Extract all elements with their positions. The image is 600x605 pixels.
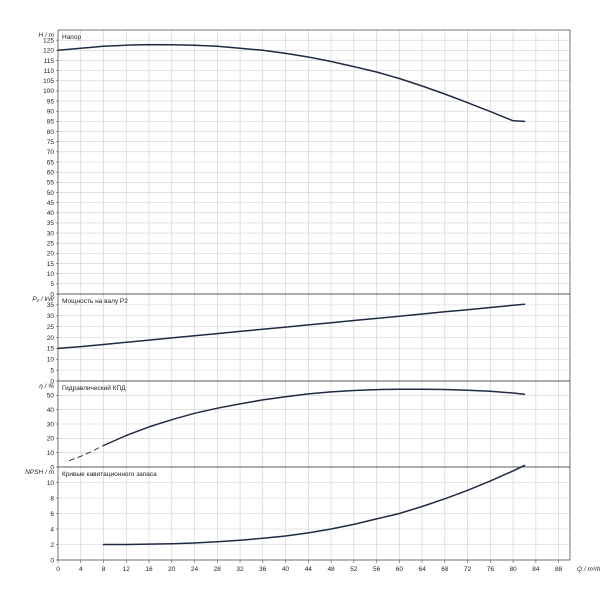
text-layer: 0510152025303540455055606570758085909510…: [25, 32, 600, 573]
y-tick-label: 35: [47, 220, 55, 227]
x-tick-label: 84: [532, 566, 540, 573]
series-line--: [102, 388, 526, 447]
y-axis-label: η / %: [39, 383, 54, 390]
y-tick-label: 100: [43, 88, 54, 95]
y-tick-label: 85: [47, 119, 55, 126]
y-tick-label: 4: [50, 526, 54, 533]
y-tick-label: 5: [50, 281, 54, 288]
y-tick-label: 0: [50, 378, 54, 385]
panel-title: Гидравлический КПД: [62, 384, 126, 392]
x-tick-label: 32: [236, 566, 244, 573]
y-tick-label: 80: [47, 129, 55, 136]
x-tick-label: 4: [79, 566, 83, 573]
x-tick-label: 28: [214, 566, 222, 573]
x-tick-label: 56: [373, 566, 381, 573]
x-tick-label: 24: [191, 566, 199, 573]
y-tick-label: 40: [47, 407, 55, 414]
y-tick-label: 10: [47, 357, 55, 364]
x-axis-label: Q / m³/h: [577, 566, 600, 573]
panel-title: Напор: [62, 34, 81, 41]
y-axis-label: H / m: [38, 32, 54, 39]
x-tick-label: 80: [509, 566, 517, 573]
y-tick-label: 20: [47, 436, 55, 443]
series-layer: [57, 43, 526, 546]
y-tick-label: 0: [50, 464, 54, 471]
y-tick-label: 5: [50, 367, 54, 374]
y-tick-label: 125: [43, 37, 54, 44]
y-tick-label: 0: [50, 291, 54, 298]
y-tick-label: 90: [47, 109, 55, 116]
x-tick-label: 20: [168, 566, 176, 573]
x-tick-label: 16: [145, 566, 153, 573]
x-tick-label: 36: [259, 566, 267, 573]
y-tick-label: 95: [47, 98, 55, 105]
y-tick-label: 120: [43, 48, 54, 55]
y-tick-label: 55: [47, 180, 55, 187]
y-tick-label: 10: [47, 480, 55, 487]
y-tick-label: 8: [50, 495, 54, 502]
series-line--: [57, 43, 526, 123]
y-tick-label: 60: [47, 169, 55, 176]
y-tick-label: 30: [47, 421, 55, 428]
grid-layer: [57, 30, 570, 561]
x-tick-label: 12: [123, 566, 131, 573]
y-tick-label: 20: [47, 335, 55, 342]
y-tick-label: 50: [47, 393, 55, 400]
series-line--P2: [57, 303, 526, 350]
y-tick-label: 105: [43, 78, 54, 85]
y-tick-label: 10: [47, 450, 55, 457]
x-tick-label: 72: [464, 566, 472, 573]
y-tick-label: 2: [50, 542, 54, 549]
y-tick-label: 40: [47, 210, 55, 217]
x-tick-label: 76: [487, 566, 495, 573]
x-tick-label: 48: [327, 566, 335, 573]
y-tick-label: 25: [47, 324, 55, 331]
series-extension-line: [68, 445, 104, 462]
y-tick-label: 30: [47, 313, 55, 320]
y-tick-label: 0: [50, 557, 54, 564]
x-tick-label: 68: [441, 566, 449, 573]
x-tick-label: 64: [418, 566, 426, 573]
y-tick-label: 35: [47, 302, 55, 309]
x-tick-label: 60: [396, 566, 404, 573]
x-tick-label: 8: [102, 566, 106, 573]
y-tick-label: 15: [47, 346, 55, 353]
y-tick-label: 50: [47, 190, 55, 197]
y-tick-label: 30: [47, 230, 55, 237]
x-tick-label: 44: [305, 566, 313, 573]
panel-title: Кривые кавитационного запаса: [62, 471, 157, 478]
y-axis-label: P₂ / kW: [32, 296, 54, 303]
x-tick-label: 52: [350, 566, 358, 573]
y-tick-label: 25: [47, 241, 55, 248]
panel-frames-layer: [56, 29, 571, 563]
y-tick-label: 70: [47, 149, 55, 156]
y-tick-label: 45: [47, 200, 55, 207]
y-tick-label: 110: [44, 68, 55, 75]
y-tick-label: 15: [47, 261, 55, 268]
y-tick-label: 65: [47, 159, 55, 166]
y-tick-label: 10: [47, 271, 55, 278]
x-tick-label: 0: [56, 566, 60, 573]
x-tick-label: 40: [282, 566, 290, 573]
y-axis-label: NPSH / m: [25, 469, 54, 476]
y-tick-label: 20: [47, 251, 55, 258]
series-line--: [102, 464, 526, 546]
y-tick-label: 115: [44, 58, 55, 65]
x-tick-label: 88: [555, 566, 563, 573]
panel-frame: [57, 466, 571, 561]
y-tick-label: 6: [50, 511, 54, 518]
panel-title: Мощность на валу P2: [62, 298, 128, 305]
y-tick-label: 75: [47, 139, 55, 146]
